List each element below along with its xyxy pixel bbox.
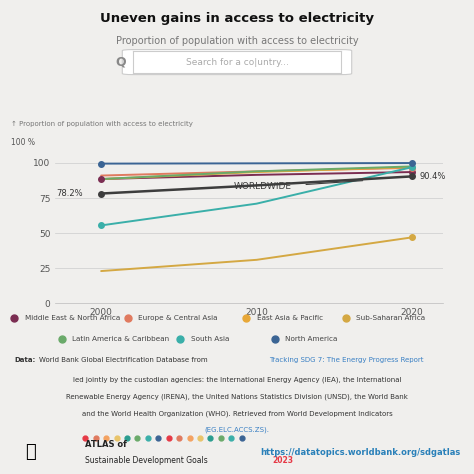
Text: ↑ Proportion of population with access to electricity: ↑ Proportion of population with access t… — [11, 121, 193, 128]
Text: East Asia & Pacific: East Asia & Pacific — [257, 315, 323, 321]
Text: Search for a co|untry...: Search for a co|untry... — [185, 58, 289, 66]
Text: and the World Health Organization (WHO). Retrieved from World Development Indica: and the World Health Organization (WHO).… — [82, 410, 392, 417]
Text: North America: North America — [285, 336, 337, 342]
Text: South Asia: South Asia — [191, 336, 229, 342]
Text: 78.2%: 78.2% — [57, 189, 83, 198]
Text: 2023: 2023 — [273, 456, 293, 465]
Text: Q: Q — [116, 55, 126, 69]
Text: Uneven gains in access to electricity: Uneven gains in access to electricity — [100, 12, 374, 25]
Text: Proportion of population with access to electricity: Proportion of population with access to … — [116, 36, 358, 46]
Text: Tracking SDG 7: The Energy Progress Report: Tracking SDG 7: The Energy Progress Repo… — [270, 357, 424, 363]
Text: Data:: Data: — [14, 357, 36, 363]
Text: 100 %: 100 % — [11, 138, 35, 147]
Text: WORLDWIDE: WORLDWIDE — [233, 182, 292, 191]
Text: Renewable Energy Agency (IRENA), the United Nations Statistics Division (UNSD), : Renewable Energy Agency (IRENA), the Uni… — [66, 393, 408, 400]
Text: (EG.ELC.ACCS.ZS).: (EG.ELC.ACCS.ZS). — [204, 427, 270, 433]
Text: ATLAS of: ATLAS of — [85, 440, 127, 449]
Text: Middle East & North Africa: Middle East & North Africa — [25, 315, 120, 321]
Text: World Bank Global Electrification Database from: World Bank Global Electrification Databa… — [39, 357, 207, 363]
Text: 90.4%: 90.4% — [419, 172, 446, 181]
Text: Europe & Central Asia: Europe & Central Asia — [138, 315, 218, 321]
Text: Sub-Saharan Africa: Sub-Saharan Africa — [356, 315, 426, 321]
Text: led jointly by the custodian agencies: the International Energy Agency (IEA), th: led jointly by the custodian agencies: t… — [73, 377, 401, 383]
Text: 🌍: 🌍 — [26, 443, 36, 461]
Text: https://datatopics.worldbank.org/sdgatlas: https://datatopics.worldbank.org/sdgatla… — [261, 448, 461, 456]
Text: Sustainable Development Goals: Sustainable Development Goals — [85, 456, 210, 465]
Text: Latin America & Caribbean: Latin America & Caribbean — [72, 336, 169, 342]
FancyBboxPatch shape — [122, 50, 352, 74]
